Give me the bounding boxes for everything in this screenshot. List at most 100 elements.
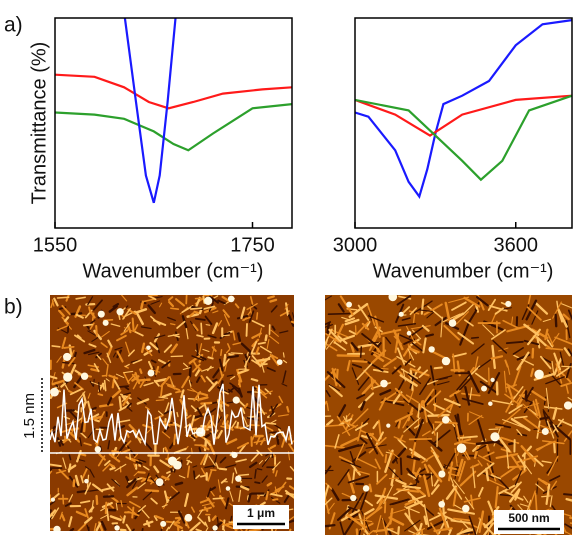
afm-fiber <box>556 315 557 326</box>
afm-fiber <box>171 308 178 309</box>
afm-fiber <box>257 313 258 319</box>
afm-particle <box>490 378 494 382</box>
afm-particle <box>350 495 356 501</box>
afm-particle <box>490 432 499 441</box>
afm-fiber <box>266 336 267 340</box>
afm-fiber <box>266 423 276 424</box>
afm-fiber <box>84 325 92 326</box>
afm-particle <box>204 297 212 305</box>
afm-particle <box>63 353 71 361</box>
afm-particle <box>98 311 105 318</box>
afm-particle <box>81 372 88 379</box>
afm-particle <box>226 486 231 491</box>
afm-fiber <box>228 356 238 357</box>
plot <box>55 0 292 203</box>
afm-fiber <box>508 466 524 467</box>
afm-fiber <box>227 524 234 525</box>
afm-fiber <box>472 337 479 338</box>
afm-fiber <box>63 495 64 504</box>
afm-fiber <box>220 469 226 470</box>
afm-fiber <box>425 517 427 524</box>
afm-fiber <box>542 496 551 497</box>
afm-fiber <box>259 343 265 344</box>
plot <box>355 20 572 196</box>
afm-fiber <box>105 381 106 391</box>
afm-fiber <box>82 454 86 455</box>
afm-fiber <box>564 494 572 495</box>
afm-fiber <box>375 535 377 541</box>
afm-particle <box>399 312 404 317</box>
afm-particle <box>212 525 217 530</box>
afm-fiber <box>121 530 125 531</box>
afm-fiber <box>268 296 274 298</box>
afm-fiber <box>562 366 572 367</box>
afm-particle <box>407 331 412 336</box>
afm-particle <box>564 401 572 409</box>
afm-particle <box>505 301 511 307</box>
afm-fiber <box>422 300 423 314</box>
line-series <box>355 20 572 196</box>
profile-label: 1.5 nm <box>21 393 38 439</box>
afm-fiber <box>398 527 399 534</box>
panel-label: b) <box>4 296 23 319</box>
plot-frame <box>355 18 572 228</box>
afm-fiber <box>161 386 162 396</box>
afm-fiber <box>103 383 104 389</box>
line-series <box>55 104 292 150</box>
afm-fiber <box>98 394 102 395</box>
afm-fiber <box>361 347 362 357</box>
afm-particle <box>380 380 388 388</box>
afm-fiber <box>266 492 267 499</box>
line-series <box>355 96 572 136</box>
afm-fiber <box>96 326 97 336</box>
afm-fiber <box>370 485 371 491</box>
afm-particle <box>168 457 177 466</box>
afm-fiber <box>123 516 125 522</box>
scale-label: 1 μm <box>247 506 275 520</box>
afm-fiber <box>250 425 259 426</box>
afm-particle <box>148 370 155 377</box>
afm-fiber <box>146 490 158 491</box>
afm-fiber <box>138 472 144 473</box>
afm-fiber <box>97 496 98 504</box>
afm-particle <box>534 370 544 380</box>
afm-fiber <box>194 312 198 313</box>
afm-fiber <box>239 475 249 476</box>
afm-fiber <box>328 314 350 315</box>
afm-fiber <box>538 535 545 541</box>
afm-fiber <box>194 429 195 440</box>
afm-fiber <box>385 455 386 462</box>
afm-fiber <box>507 342 523 343</box>
afm-fiber <box>239 380 240 386</box>
afm-image <box>43 295 301 540</box>
afm-particle <box>542 428 549 435</box>
afm-particle <box>160 521 166 527</box>
afm-particle <box>442 416 450 424</box>
afm-fiber <box>65 437 66 441</box>
afm-fiber <box>191 308 202 309</box>
afm-fiber <box>201 403 211 404</box>
afm-particle <box>442 357 450 365</box>
afm-particle <box>481 386 487 392</box>
afm-fiber <box>209 517 210 521</box>
afm-fiber <box>46 510 51 521</box>
afm-image <box>311 293 574 541</box>
afm-fiber <box>255 482 259 483</box>
afm-fiber <box>206 325 210 326</box>
afm-particle <box>488 401 492 405</box>
afm-fiber <box>250 529 260 531</box>
afm-fiber <box>273 499 277 500</box>
afm-fiber <box>353 361 367 362</box>
afm-particle <box>50 388 59 397</box>
afm-particle <box>277 359 283 365</box>
afm-fiber <box>283 353 284 357</box>
afm-particle <box>457 443 467 453</box>
afm-fiber <box>196 319 205 320</box>
afm-fiber <box>140 369 141 372</box>
afm-fiber <box>110 468 114 469</box>
x-tick-label: 3600 <box>493 234 538 256</box>
afm-fiber <box>213 498 222 499</box>
afm-fiber <box>52 346 60 347</box>
afm-fiber <box>84 403 85 408</box>
